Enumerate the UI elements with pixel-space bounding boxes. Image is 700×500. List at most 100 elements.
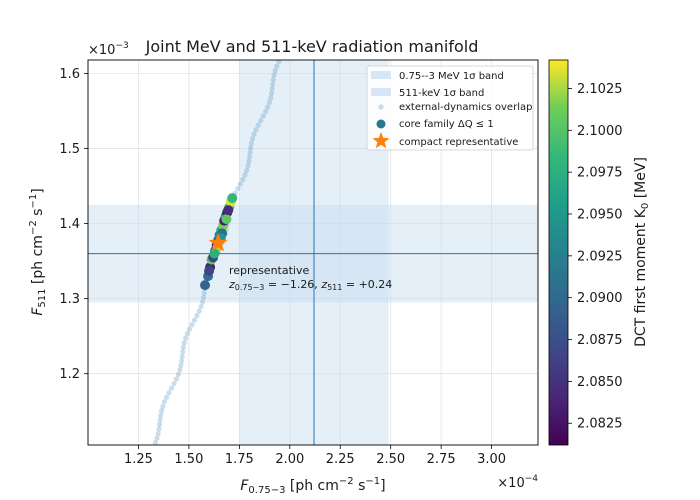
overlap-point <box>253 127 259 133</box>
y-multiplier-exp: −3 <box>115 41 128 51</box>
overlap-point <box>268 95 274 101</box>
y-ticks: 1.2 1.3 1.4 1.5 1.6 <box>59 67 88 382</box>
z1-subscript: 0.75−3 <box>235 283 265 292</box>
overlap-point <box>263 108 269 115</box>
core-family-point <box>221 214 232 225</box>
overlap-point <box>189 322 195 328</box>
overlap-point <box>194 313 200 319</box>
overlap-point <box>180 344 186 350</box>
representative-z-values: z0.75−3 = −1.26, z511 = +0.24 <box>228 278 392 292</box>
overlap-point <box>246 158 252 164</box>
legend-marker-star <box>372 132 390 149</box>
y-label-exp: −2 <box>28 220 39 235</box>
colorbar-tick-label: 2.0900 <box>577 291 623 306</box>
legend: 0.75--3 MeV 1σ band 511-keV 1σ band exte… <box>366 65 534 151</box>
core-family-point <box>223 205 234 216</box>
core-family-point <box>200 280 211 291</box>
core-family-point <box>227 193 238 204</box>
overlap-point <box>158 412 164 419</box>
x-label-unit2: s <box>354 478 366 494</box>
overlap-point <box>249 136 256 142</box>
colorbar-tick-label: 2.1000 <box>577 124 623 139</box>
overlap-point <box>196 308 202 314</box>
overlap-point <box>168 385 175 391</box>
overlap-point <box>158 408 165 414</box>
overlap-point <box>154 435 160 441</box>
overlap-point <box>179 353 185 360</box>
overlap-point <box>171 381 177 387</box>
overlap-point <box>272 68 278 74</box>
overlap-point <box>163 394 170 400</box>
overlap-point <box>270 77 276 83</box>
overlap-point <box>240 176 246 183</box>
y-multiplier-base: ×10 <box>88 43 115 58</box>
x-label-unit: [ph cm <box>285 478 338 494</box>
overlap-point <box>199 299 206 305</box>
colorbar-tick-label: 2.0875 <box>577 333 623 348</box>
overlap-point <box>177 367 183 373</box>
y-offset-multiplier: ×10−3 <box>88 41 129 58</box>
overlap-point <box>270 81 276 87</box>
axes-frame <box>87 59 539 446</box>
overlap-point <box>237 181 243 187</box>
overlap-point <box>160 403 166 409</box>
colorbar-tick-label: 2.0950 <box>577 208 623 223</box>
overlap-point <box>258 117 264 124</box>
overlap-point <box>255 122 261 128</box>
overlap-point <box>191 317 198 323</box>
overlap-point <box>152 440 159 445</box>
overlap-point <box>178 362 184 369</box>
x-label-sub: 0.75−3 <box>248 485 285 496</box>
overlap-point <box>180 349 186 355</box>
overlap-point <box>266 99 273 105</box>
overlap-point <box>274 63 280 69</box>
overlap-point <box>242 172 248 178</box>
legend-label-overlap: external-dynamics overlap <box>399 102 532 113</box>
overlap-point <box>184 331 190 337</box>
overlap-point <box>276 60 282 65</box>
overlap-point <box>175 371 181 378</box>
overlap-point <box>161 399 168 405</box>
colorbar <box>548 59 569 446</box>
z2-subscript: 511 <box>327 283 342 292</box>
x-tick-label: 1.25 <box>124 452 153 467</box>
colorbar-label: DCT first moment K0 [MeV] <box>633 157 651 347</box>
overlap-point <box>251 131 257 137</box>
y-tick-label: 1.3 <box>59 292 80 307</box>
representative-marker <box>208 233 228 252</box>
x-label-main: F <box>240 478 249 494</box>
colorbar-tick-label: 2.1025 <box>577 82 623 97</box>
z2-symbol: z <box>320 278 327 291</box>
y-label-main: F <box>30 307 46 316</box>
y-tick-label: 1.5 <box>59 142 80 157</box>
overlap-point <box>245 163 251 169</box>
x-tick-label: 1.50 <box>174 452 203 467</box>
x-tick-label: 2.75 <box>427 452 456 467</box>
overlap-point <box>156 421 163 428</box>
overlap-point <box>198 303 204 310</box>
x-multiplier-exp: −4 <box>525 474 539 484</box>
chart-title: Joint MeV and 511-keV radiation manifold <box>145 37 479 56</box>
x-tick-label: 2.50 <box>376 452 405 467</box>
overlap-point <box>173 376 179 382</box>
x-multiplier-base: ×10 <box>497 476 524 491</box>
x-offset-multiplier: ×10−4 <box>497 474 538 491</box>
x-label-exp: −2 <box>339 476 354 487</box>
legend-marker-overlap <box>378 104 384 110</box>
core-family-point <box>209 248 220 259</box>
z2-value: = +0.24 <box>342 278 392 291</box>
colorbar-tick-label: 2.0850 <box>577 375 623 390</box>
representative-annotation: representative <box>229 264 309 277</box>
y-tick-label: 1.4 <box>59 217 80 232</box>
colorbar-label-sub: 0 <box>640 203 651 209</box>
x-tick-label: 3.00 <box>477 452 506 467</box>
overlap-point <box>155 430 161 437</box>
overlap-point <box>248 140 254 146</box>
colorbar-label-unit: [MeV] <box>633 157 649 203</box>
legend-swatch-mev-band <box>371 71 391 79</box>
legend-label-mev-band: 0.75--3 MeV 1σ band <box>399 71 504 82</box>
y-label-unit3: ] <box>30 188 46 193</box>
overlap-point <box>179 358 185 364</box>
y-tick-label: 1.6 <box>59 67 80 82</box>
